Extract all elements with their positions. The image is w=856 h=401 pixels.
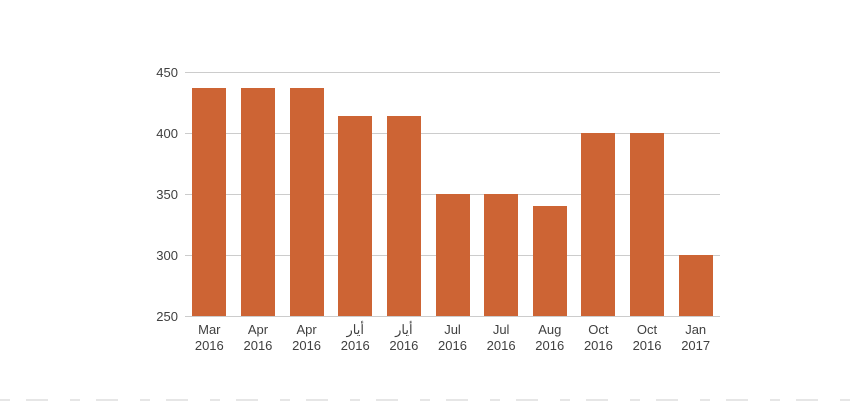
- x-tick-year: 2017: [681, 338, 711, 353]
- x-tick-label-10: Jan 2017: [661, 322, 731, 354]
- bar-apr-2016-1[interactable]: [240, 87, 275, 316]
- x-tick-year: 2016: [389, 338, 419, 353]
- x-tick-year: 2016: [535, 338, 565, 353]
- cutoff-text-fringe: [0, 399, 856, 401]
- bar-aug-2016-7[interactable]: [532, 206, 567, 316]
- x-tick-year: 2016: [340, 338, 370, 353]
- x-tick-year: 2016: [438, 338, 467, 353]
- x-tick-label-4: أيار 2016: [369, 322, 439, 354]
- x-tick-month: Apr: [247, 322, 269, 337]
- y-tick-label-400: 400: [156, 126, 178, 141]
- plot-area: [185, 72, 720, 317]
- gridline-450: [185, 72, 720, 73]
- x-tick-month: Jul: [492, 322, 510, 337]
- gridline-400: [185, 133, 720, 134]
- x-tick-year: 2016: [486, 338, 516, 353]
- x-tick-month: Oct: [588, 322, 609, 337]
- x-tick-year: 2016: [583, 338, 613, 353]
- x-tick-label-7: Aug 2016: [515, 322, 585, 354]
- gridline-250: [185, 316, 720, 317]
- x-tick-month: أيار: [395, 322, 413, 337]
- x-tick-label-0: Mar 2016: [174, 322, 244, 354]
- x-tick-month: Aug: [538, 322, 562, 337]
- bar-apr-2016-2[interactable]: [289, 87, 324, 316]
- bar-أيار-2016-3[interactable]: [338, 115, 373, 316]
- x-tick-label-9: Oct 2016: [612, 322, 682, 354]
- x-tick-label-6: Jul 2016: [466, 322, 536, 354]
- x-tick-year: 2016: [632, 338, 662, 353]
- bar-mar-2016-0[interactable]: [192, 87, 227, 316]
- x-tick-label-2: Apr 2016: [272, 322, 342, 354]
- bar-oct-2016-8[interactable]: [581, 133, 616, 316]
- x-tick-month: Apr: [296, 322, 317, 337]
- bar-oct-2016-9[interactable]: [630, 133, 665, 316]
- x-tick-label-5: Jul 2016: [418, 322, 488, 354]
- x-tick-month: Mar: [198, 322, 221, 337]
- y-tick-label-300: 300: [156, 248, 178, 263]
- x-tick-month: Jan: [685, 322, 707, 337]
- x-tick-year: 2016: [243, 338, 273, 353]
- y-tick-label-250: 250: [156, 309, 178, 324]
- x-tick-label-3: أيار 2016: [320, 322, 390, 354]
- bar-أيار-2016-4[interactable]: [386, 115, 421, 316]
- x-tick-label-1: Apr 2016: [223, 322, 293, 354]
- x-tick-month: Oct: [636, 322, 658, 337]
- bar-jul-2016-6[interactable]: [484, 194, 519, 316]
- x-tick-month: أيار: [346, 322, 364, 337]
- y-tick-label-450: 450: [156, 65, 178, 80]
- x-tick-year: 2016: [292, 338, 322, 353]
- bar-jul-2016-5[interactable]: [435, 194, 470, 316]
- bar-jan-2017-10[interactable]: [678, 255, 713, 316]
- x-tick-month: Jul: [444, 322, 461, 337]
- x-tick-year: 2016: [194, 338, 224, 353]
- y-tick-label-350: 350: [156, 187, 178, 202]
- x-tick-label-8: Oct 2016: [563, 322, 633, 354]
